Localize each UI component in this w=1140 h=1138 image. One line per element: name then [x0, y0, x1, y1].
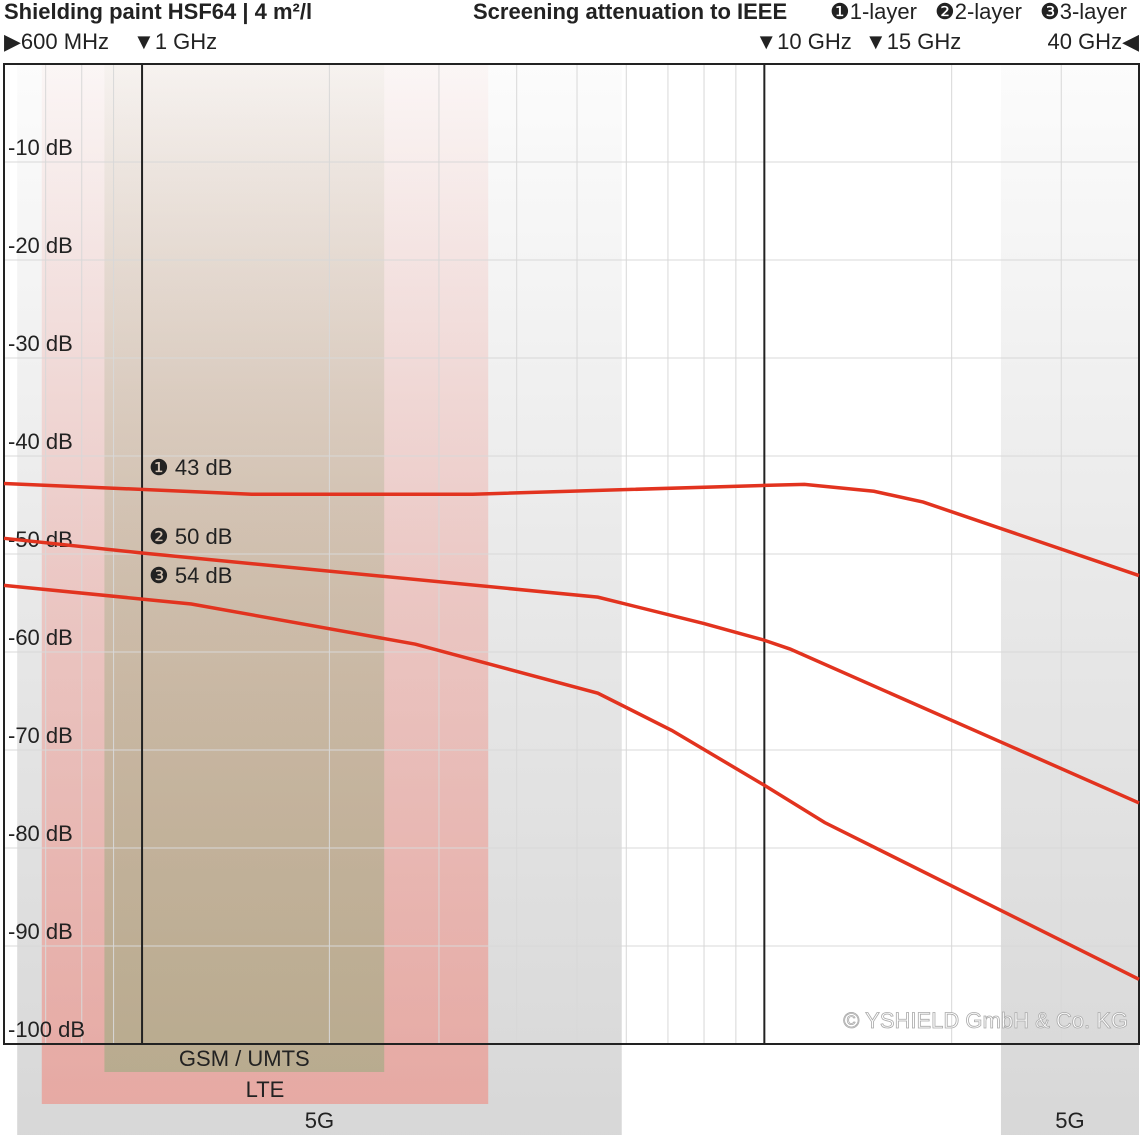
- y-tick-label: -80 dB: [8, 821, 73, 846]
- y-tick-label: -30 dB: [8, 331, 73, 356]
- band-label: LTE: [246, 1077, 285, 1102]
- frequency-band: [1000, 64, 1139, 1135]
- x-tick-label: 40 GHz◀: [1047, 29, 1139, 54]
- plot-frame: [3, 63, 1140, 1045]
- chart-title: Shielding paint HSF64 | 4 m²/l: [4, 0, 312, 24]
- x-tick-label: ▼10 GHz: [755, 29, 851, 54]
- data-line: [3, 536, 1140, 805]
- legend-entry: ❷2-layer: [935, 0, 1022, 24]
- legend-entry: ❶1-layer: [830, 0, 917, 24]
- y-tick-label: -70 dB: [8, 723, 73, 748]
- data-line: [3, 481, 1140, 578]
- x-tick-label: ▼15 GHz: [865, 29, 961, 54]
- y-tick-label: -90 dB: [8, 919, 73, 944]
- band-label: GSM / UMTS: [179, 1046, 310, 1071]
- band-label: 5G: [1055, 1108, 1084, 1133]
- y-tick-label: -100 dB: [8, 1017, 85, 1042]
- y-tick-label: -10 dB: [8, 135, 73, 160]
- legend-entry: ❸3-layer: [1040, 0, 1127, 24]
- y-tick-label: -20 dB: [8, 233, 73, 258]
- y-tick-label: -40 dB: [8, 429, 73, 454]
- chart-subtitle: Screening attenuation to IEEE: [473, 0, 787, 24]
- annotation: ❷ 50 dB: [149, 524, 232, 549]
- annotation: ❸ 54 dB: [149, 563, 232, 588]
- y-tick-label: -60 dB: [8, 625, 73, 650]
- copyright: © YSHIELD GmbH & Co. KG: [843, 1008, 1128, 1033]
- frequency-band: [104, 64, 385, 1072]
- x-tick-label: ▶600 MHz: [4, 29, 109, 54]
- band-label: 5G: [305, 1108, 334, 1133]
- x-tick-label: ▼1 GHz: [133, 29, 217, 54]
- annotation: ❶ 43 dB: [149, 455, 232, 480]
- data-line: [3, 583, 1140, 981]
